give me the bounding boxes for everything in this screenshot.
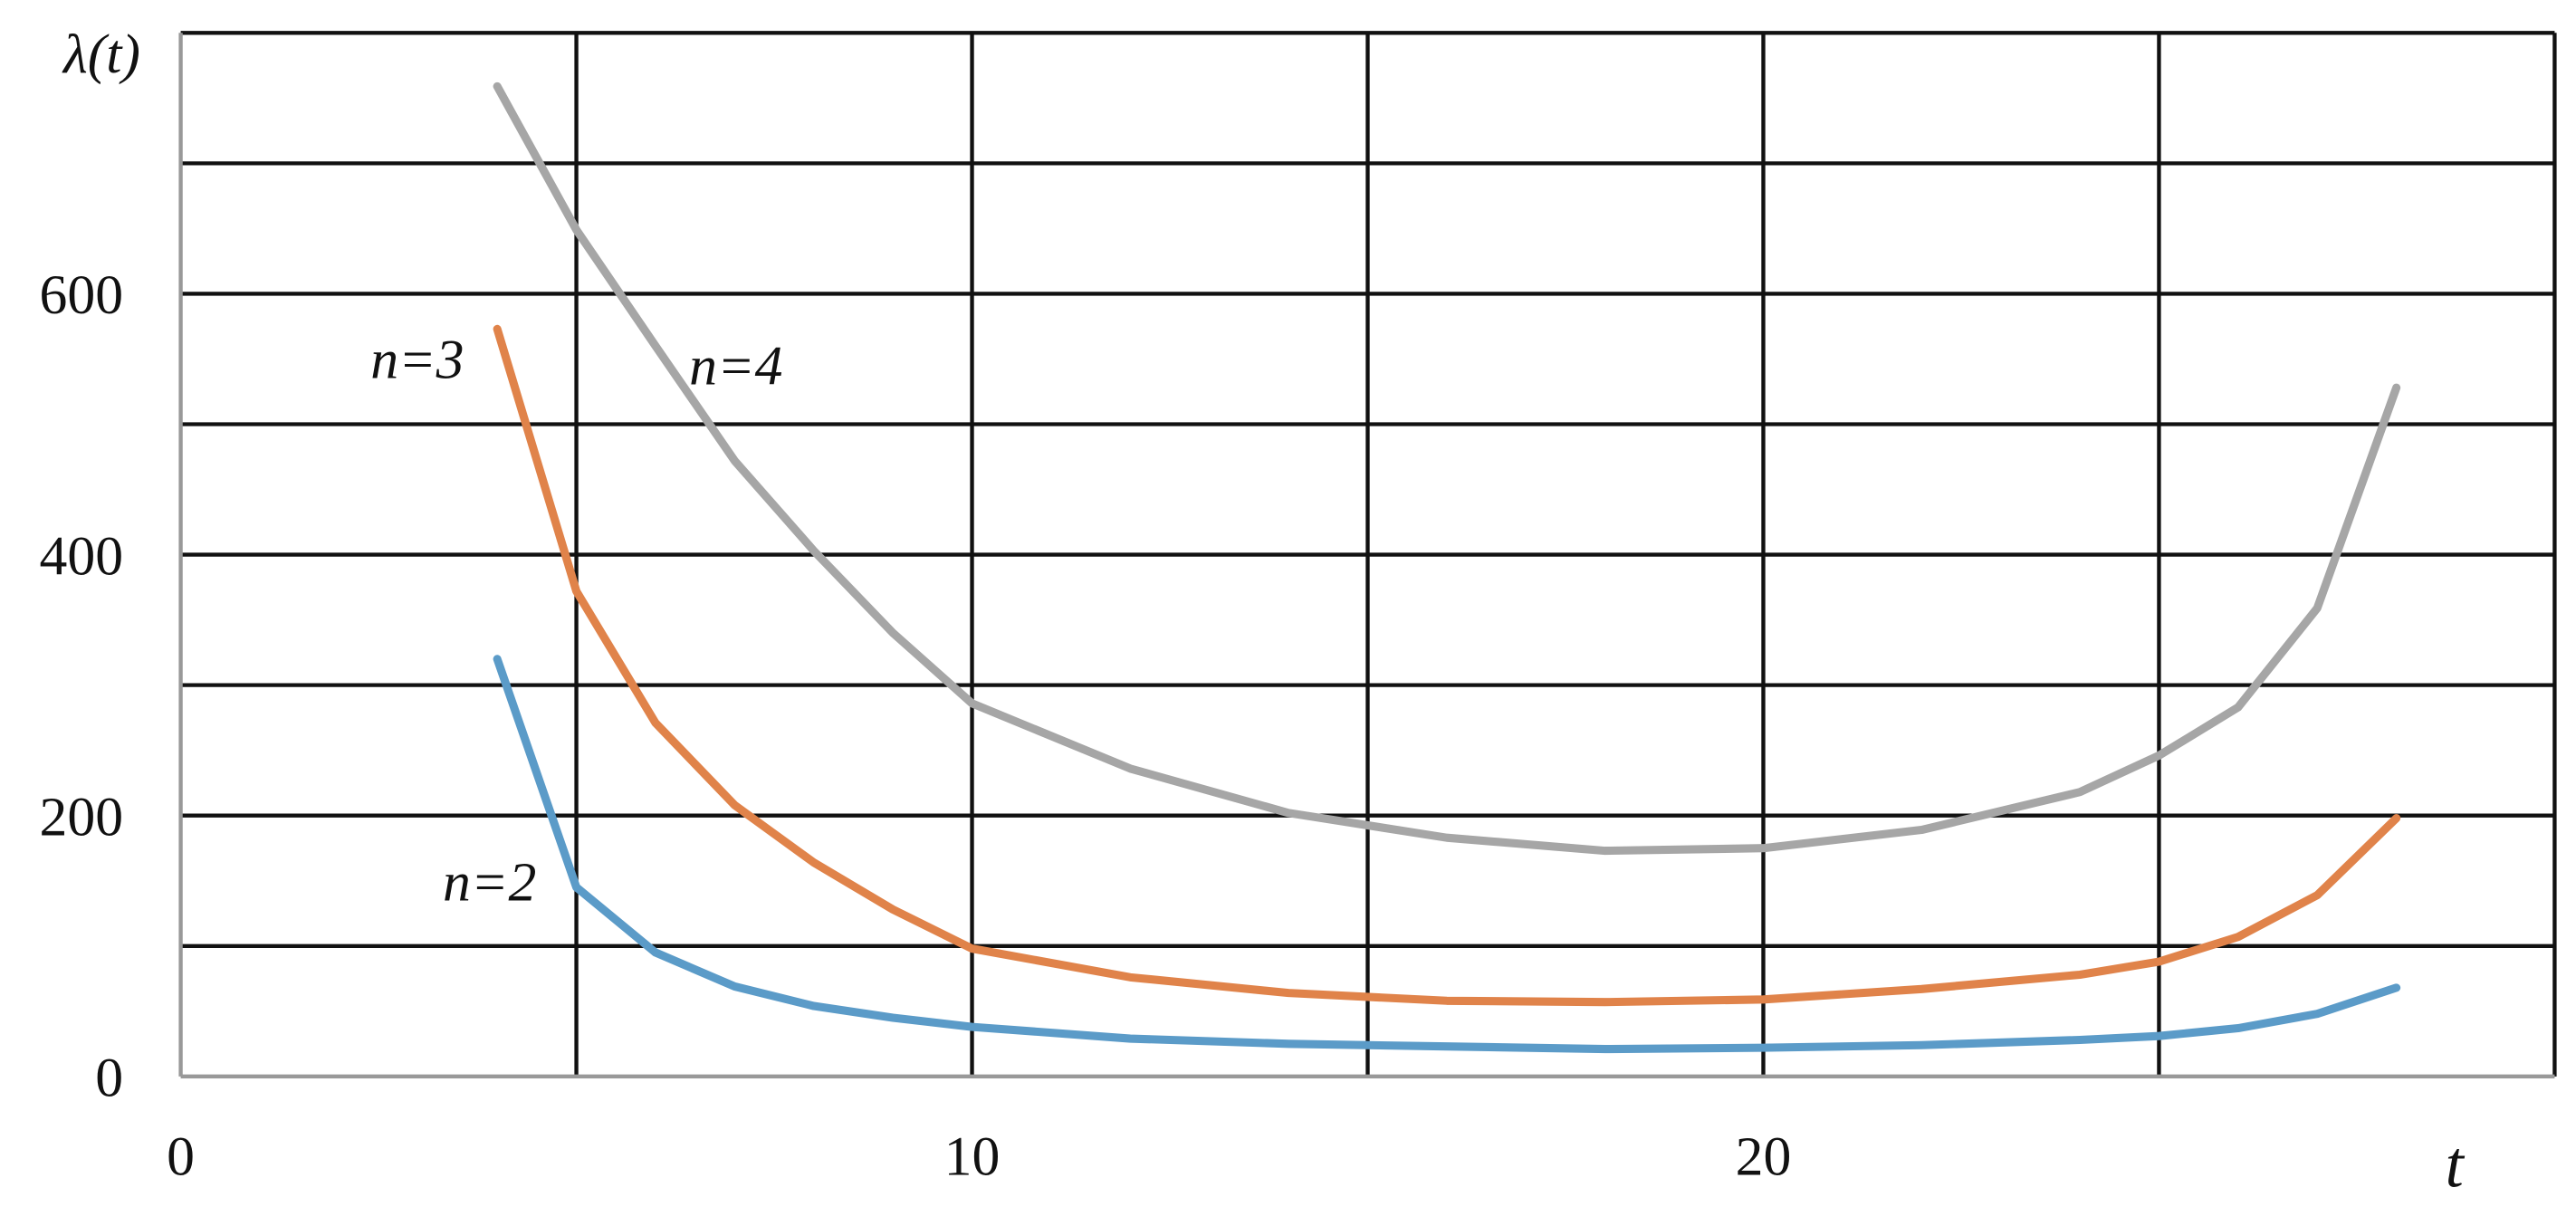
series-label: n=2 [443, 852, 536, 914]
y-axis-label: λ(t) [62, 24, 140, 85]
y-tick-label: 400 [40, 525, 124, 587]
y-tick-label: 600 [40, 264, 124, 326]
line-series [493, 324, 2401, 1007]
line-series [493, 655, 2401, 1054]
y-tick-label: 200 [40, 786, 124, 848]
x-tick-label: 20 [1736, 1126, 1792, 1188]
series-label: n=3 [370, 329, 464, 390]
x-tick-label: 10 [944, 1126, 1001, 1188]
series-label: n=4 [689, 336, 782, 397]
y-tick-label: 0 [95, 1048, 123, 1109]
line-series [493, 81, 2401, 856]
x-axis-label: t [2446, 1127, 2466, 1201]
x-tick-label: 0 [167, 1126, 195, 1188]
